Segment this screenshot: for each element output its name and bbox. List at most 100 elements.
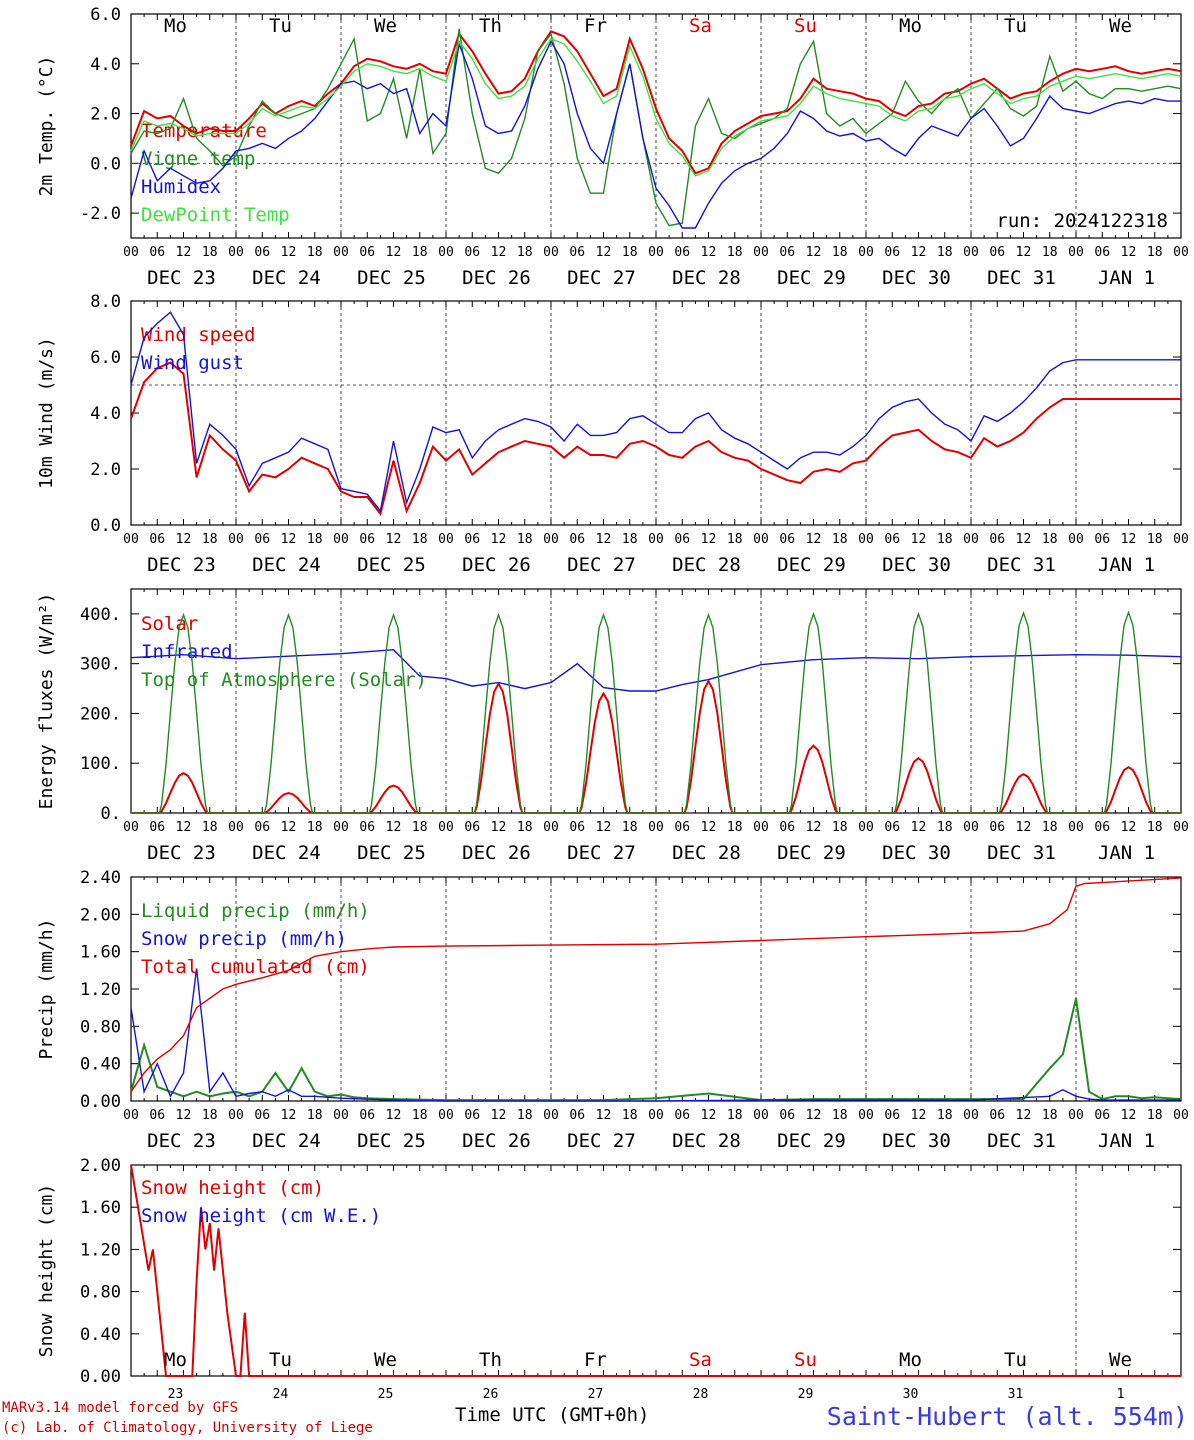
hour-label: 18	[1147, 245, 1163, 260]
hour-label: 18	[622, 532, 638, 547]
hour-label: 00	[1068, 532, 1084, 547]
hour-label: 00	[543, 532, 559, 547]
hour-label: 00	[228, 245, 244, 260]
hour-label: 12	[911, 820, 927, 835]
y-tick-label: 400.	[80, 605, 121, 625]
y-tick-label: 0.	[101, 804, 121, 824]
hour-label: 12	[281, 245, 297, 260]
hour-label: 18	[727, 532, 743, 547]
hour-label: 00	[438, 1108, 454, 1123]
y-tick-label: 8.0	[90, 292, 121, 312]
hour-label: 12	[596, 1108, 612, 1123]
date-label: DEC 23	[147, 267, 216, 289]
hour-label: 00	[333, 1108, 349, 1123]
series-line-top-of-atmosphere-solar-	[131, 610, 1181, 814]
date-label: DEC 30	[882, 842, 951, 864]
hour-label: 00	[333, 245, 349, 260]
hour-label: 06	[1094, 820, 1110, 835]
hour-label: 00	[123, 532, 139, 547]
hour-label: 12	[1121, 820, 1137, 835]
day-number: 31	[1008, 1387, 1024, 1402]
day-name: Su	[794, 1349, 817, 1371]
hour-label: 00	[648, 245, 664, 260]
date-label: JAN 1	[1098, 1130, 1155, 1152]
y-tick-label: 0.40	[80, 1055, 121, 1075]
legend-entry: Liquid precip (mm/h)	[141, 900, 370, 922]
y-tick-label: 0.0	[90, 154, 121, 174]
hour-label: 00	[543, 820, 559, 835]
hour-label: 00	[438, 245, 454, 260]
hour-label: 12	[176, 820, 192, 835]
date-label: DEC 28	[672, 842, 741, 864]
hour-label: 00	[963, 1108, 979, 1123]
hour-label: 18	[412, 820, 428, 835]
day-name: Tu	[269, 15, 292, 37]
hour-label: 06	[989, 1108, 1005, 1123]
hour-label: 06	[779, 245, 795, 260]
hour-label: 18	[832, 532, 848, 547]
hour-label: 12	[701, 820, 717, 835]
y-axis-label: 10m Wind (m/s)	[36, 337, 57, 489]
legend-entry: Solar	[141, 613, 198, 635]
legend-entry: Temperature	[141, 120, 267, 142]
hour-label: 18	[412, 532, 428, 547]
hour-label: 00	[123, 1108, 139, 1123]
hour-label: 00	[438, 532, 454, 547]
hour-label: 12	[281, 820, 297, 835]
y-tick-label: 0.40	[80, 1325, 121, 1345]
day-name: Mo	[899, 15, 922, 37]
date-label: DEC 25	[357, 554, 426, 576]
day-number: 30	[903, 1387, 919, 1402]
day-name: Sa	[689, 1349, 712, 1371]
hour-label: 18	[937, 1108, 953, 1123]
hour-label: 18	[517, 820, 533, 835]
hour-label: 06	[464, 532, 480, 547]
day-number: 1	[1117, 1387, 1125, 1402]
legend-entry: Snow height (cm)	[141, 1177, 324, 1199]
hour-label: 00	[753, 1108, 769, 1123]
date-label: DEC 30	[882, 267, 951, 289]
day-name: Fr	[584, 15, 607, 37]
hour-label: 12	[176, 1108, 192, 1123]
series-line-temperature	[130, 30, 1182, 175]
date-label: DEC 27	[567, 1130, 636, 1152]
day-number: 23	[168, 1387, 184, 1402]
day-name: Tu	[1004, 1349, 1027, 1371]
hour-label: 00	[543, 245, 559, 260]
legend-entry: Wind gust	[141, 352, 244, 374]
day-name: Tu	[269, 1349, 292, 1371]
y-tick-label: 4.0	[90, 404, 121, 424]
y-tick-label: 1.60	[80, 943, 121, 963]
hour-label-end: 00	[1173, 1108, 1189, 1123]
hour-label: 06	[1094, 245, 1110, 260]
hour-label: 06	[569, 245, 585, 260]
date-label: DEC 30	[882, 1130, 951, 1152]
hour-label: 12	[911, 1108, 927, 1123]
date-label: DEC 26	[462, 842, 531, 864]
hour-label: 18	[937, 820, 953, 835]
date-label: DEC 26	[462, 267, 531, 289]
hour-label-end: 00	[1173, 245, 1189, 260]
hour-label: 12	[806, 245, 822, 260]
hour-label: 18	[832, 245, 848, 260]
hour-label: 18	[832, 1108, 848, 1123]
hour-label: 18	[412, 245, 428, 260]
hour-label: 12	[911, 245, 927, 260]
day-name: Mo	[164, 15, 187, 37]
hour-label: 06	[674, 532, 690, 547]
y-tick-label: 200.	[80, 704, 121, 724]
hour-label: 18	[1042, 1108, 1058, 1123]
hour-label: 06	[884, 245, 900, 260]
day-number: 26	[483, 1387, 499, 1402]
hour-label: 06	[674, 245, 690, 260]
date-label: DEC 31	[987, 554, 1056, 576]
legend-entry: Total cumulated (cm)	[141, 956, 370, 978]
hour-label-end: 00	[1173, 532, 1189, 547]
hour-label: 00	[1068, 245, 1084, 260]
hour-label: 18	[1042, 820, 1058, 835]
date-label: DEC 31	[987, 842, 1056, 864]
y-tick-label: 0.80	[80, 1017, 121, 1037]
date-label: DEC 31	[987, 1130, 1056, 1152]
hour-label: 06	[989, 245, 1005, 260]
